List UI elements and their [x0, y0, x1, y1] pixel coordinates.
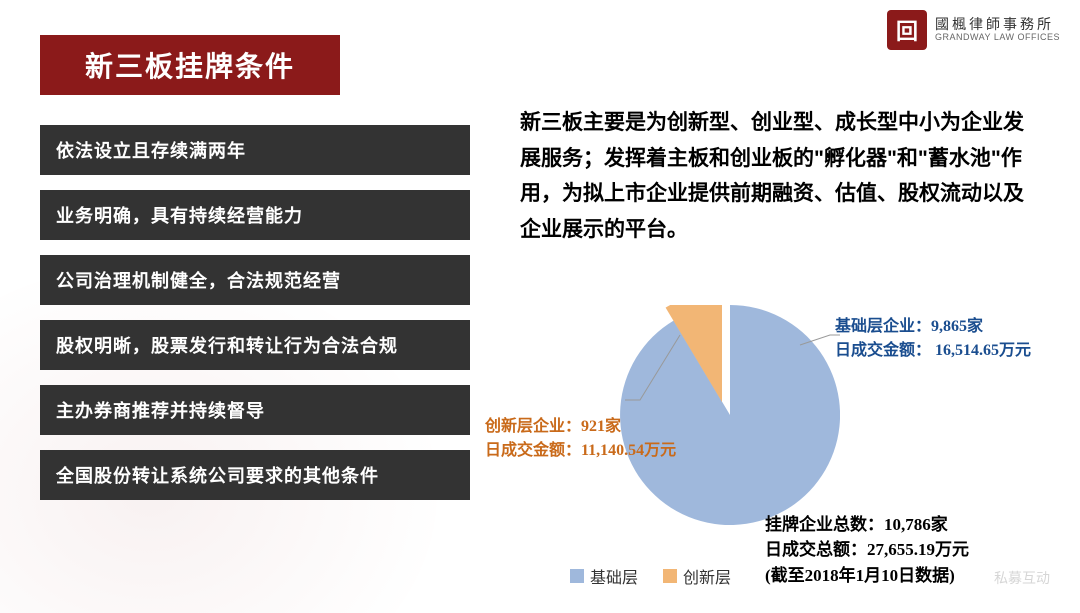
condition-item: 依法设立且存续满两年	[40, 125, 470, 175]
chart-legend: 基础层 创新层	[570, 564, 731, 588]
pie-label-base: 基础层企业：9,865家 日成交金额： 16,514.65万元	[835, 315, 1031, 363]
legend-swatch	[570, 569, 584, 583]
page-title: 新三板挂牌条件	[40, 35, 340, 95]
legend-swatch	[663, 569, 677, 583]
legend-item-base: 基础层	[570, 564, 638, 588]
conditions-list: 依法设立且存续满两年 业务明确，具有持续经营能力 公司治理机制健全，合法规范经营…	[40, 125, 470, 500]
watermark: 私募互动	[994, 568, 1050, 588]
description-text: 新三板主要是为创新型、创业型、成长型中小为企业发展服务；发挥着主板和创业板的"孵…	[520, 105, 1040, 248]
condition-item: 股权明晰，股票发行和转让行为合法合规	[40, 320, 470, 370]
pie-label-innovation: 创新层企业：921家 日成交金额：11,140.54万元	[485, 415, 676, 463]
condition-item: 业务明确，具有持续经营能力	[40, 190, 470, 240]
legend-label: 创新层	[683, 564, 731, 588]
header-logo: 回 國楓律師事務所 GRANDWAY LAW OFFICES	[887, 10, 1060, 50]
condition-item: 公司治理机制健全，合法规范经营	[40, 255, 470, 305]
logo-icon: 回	[887, 10, 927, 50]
condition-item: 主办券商推荐并持续督导	[40, 385, 470, 435]
legend-label: 基础层	[590, 564, 638, 588]
logo-cn-text: 國楓律師事務所	[935, 17, 1060, 32]
condition-item: 全国股份转让系统公司要求的其他条件	[40, 450, 470, 500]
summary-stats: 挂牌企业总数：10,786家 日成交总额：27,655.19万元 (截至2018…	[765, 512, 969, 589]
legend-item-innovation: 创新层	[663, 564, 731, 588]
logo-en-text: GRANDWAY LAW OFFICES	[935, 33, 1060, 43]
